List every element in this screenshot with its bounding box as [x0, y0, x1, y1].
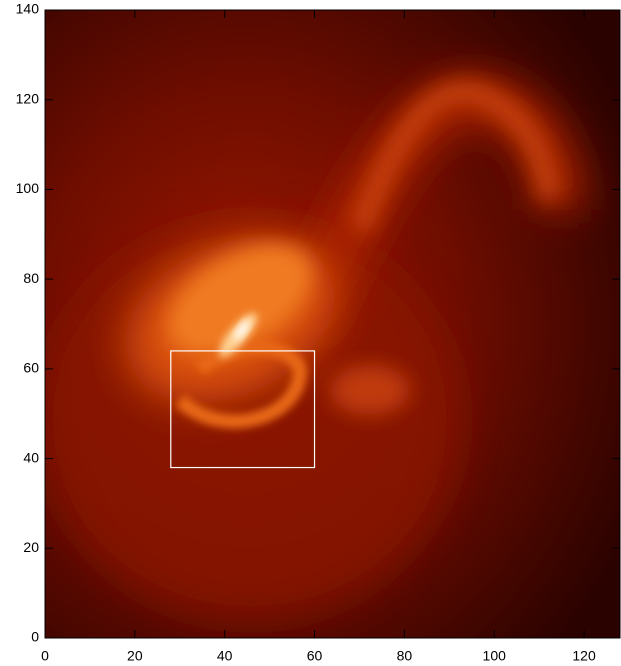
x-tick-label: 120	[572, 648, 596, 664]
x-tick-label: 20	[127, 648, 143, 664]
y-tick-label: 140	[16, 1, 40, 17]
y-tick-label: 80	[23, 270, 39, 286]
x-tick-label: 100	[483, 648, 507, 664]
y-tick-label: 20	[23, 539, 39, 555]
y-tick-label: 0	[31, 629, 39, 645]
y-tick-label: 100	[16, 180, 40, 196]
x-tick-label: 80	[397, 648, 413, 664]
chart: 0 20 40 60 80 100 120 0 20 40 60 80 100 120 140	[0, 0, 621, 666]
heatmap-image	[40, 10, 620, 638]
y-tick-label: 40	[23, 449, 39, 465]
x-tick-label: 40	[217, 648, 233, 664]
x-tick-label: 0	[41, 648, 49, 664]
x-tick-label: 60	[307, 648, 323, 664]
y-tick-label: 60	[23, 360, 39, 376]
y-tick-label: 120	[16, 90, 40, 106]
page: 020406080100120020406080100120140 (() =>…	[0, 0, 621, 666]
